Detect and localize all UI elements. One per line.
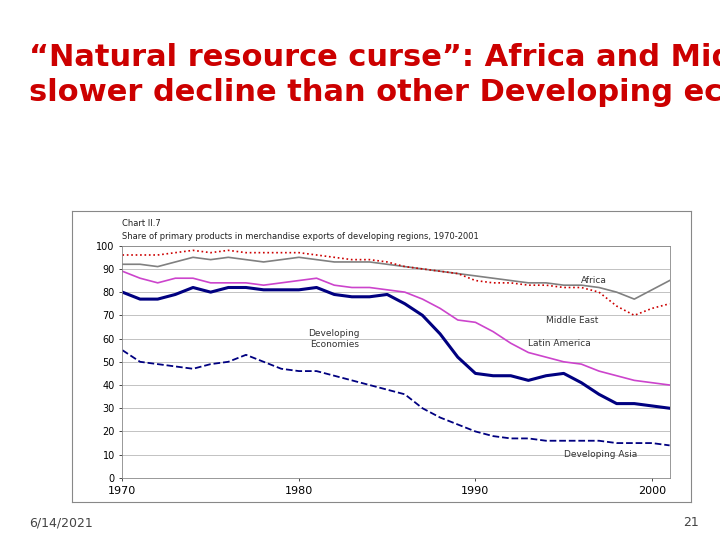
Text: Latin America: Latin America	[528, 339, 591, 348]
Text: Africa: Africa	[581, 276, 607, 285]
Text: “Natural resource curse”: Africa and Middle East
slower decline than other Devel: “Natural resource curse”: Africa and Mid…	[29, 43, 720, 107]
Text: 6/14/2021: 6/14/2021	[29, 516, 93, 529]
Text: Middle East: Middle East	[546, 315, 598, 325]
Text: Developing
Economies: Developing Economies	[308, 329, 360, 349]
Text: Developing Asia: Developing Asia	[564, 450, 637, 459]
Text: 21: 21	[683, 516, 698, 529]
Text: Chart II.7
Share of primary products in merchandise exports of developing region: Chart II.7 Share of primary products in …	[122, 219, 479, 241]
